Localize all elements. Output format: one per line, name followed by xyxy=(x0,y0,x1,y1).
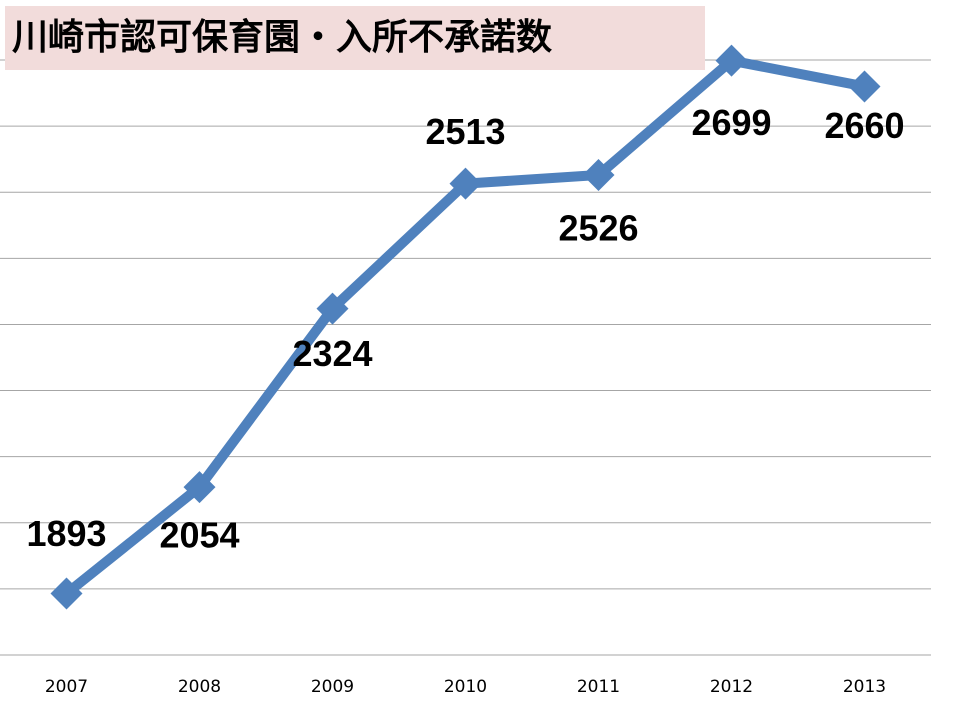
data-label: 2699 xyxy=(691,102,771,143)
data-label: 1893 xyxy=(26,513,106,554)
x-tick-label: 2011 xyxy=(577,677,620,697)
data-label: 2324 xyxy=(292,333,372,374)
title-box xyxy=(5,6,705,70)
marker xyxy=(582,159,615,192)
x-tick-label: 2010 xyxy=(444,677,487,697)
marker xyxy=(50,577,83,610)
data-label: 2513 xyxy=(425,111,505,152)
marker xyxy=(715,44,748,77)
x-tick-label: 2013 xyxy=(843,677,886,697)
x-tick-label: 2008 xyxy=(178,677,221,697)
data-label: 2526 xyxy=(558,208,638,249)
data-label: 2054 xyxy=(159,515,239,556)
x-tick-label: 2009 xyxy=(311,677,354,697)
data-label: 2660 xyxy=(824,105,904,146)
marker xyxy=(316,292,349,325)
x-tick-label: 2007 xyxy=(45,677,88,697)
x-tick-label: 2012 xyxy=(710,677,753,697)
marker xyxy=(183,471,216,504)
marker xyxy=(449,167,482,200)
chart-title: 川崎市認可保育園・入所不承諾数 xyxy=(12,16,552,58)
marker xyxy=(848,70,881,103)
